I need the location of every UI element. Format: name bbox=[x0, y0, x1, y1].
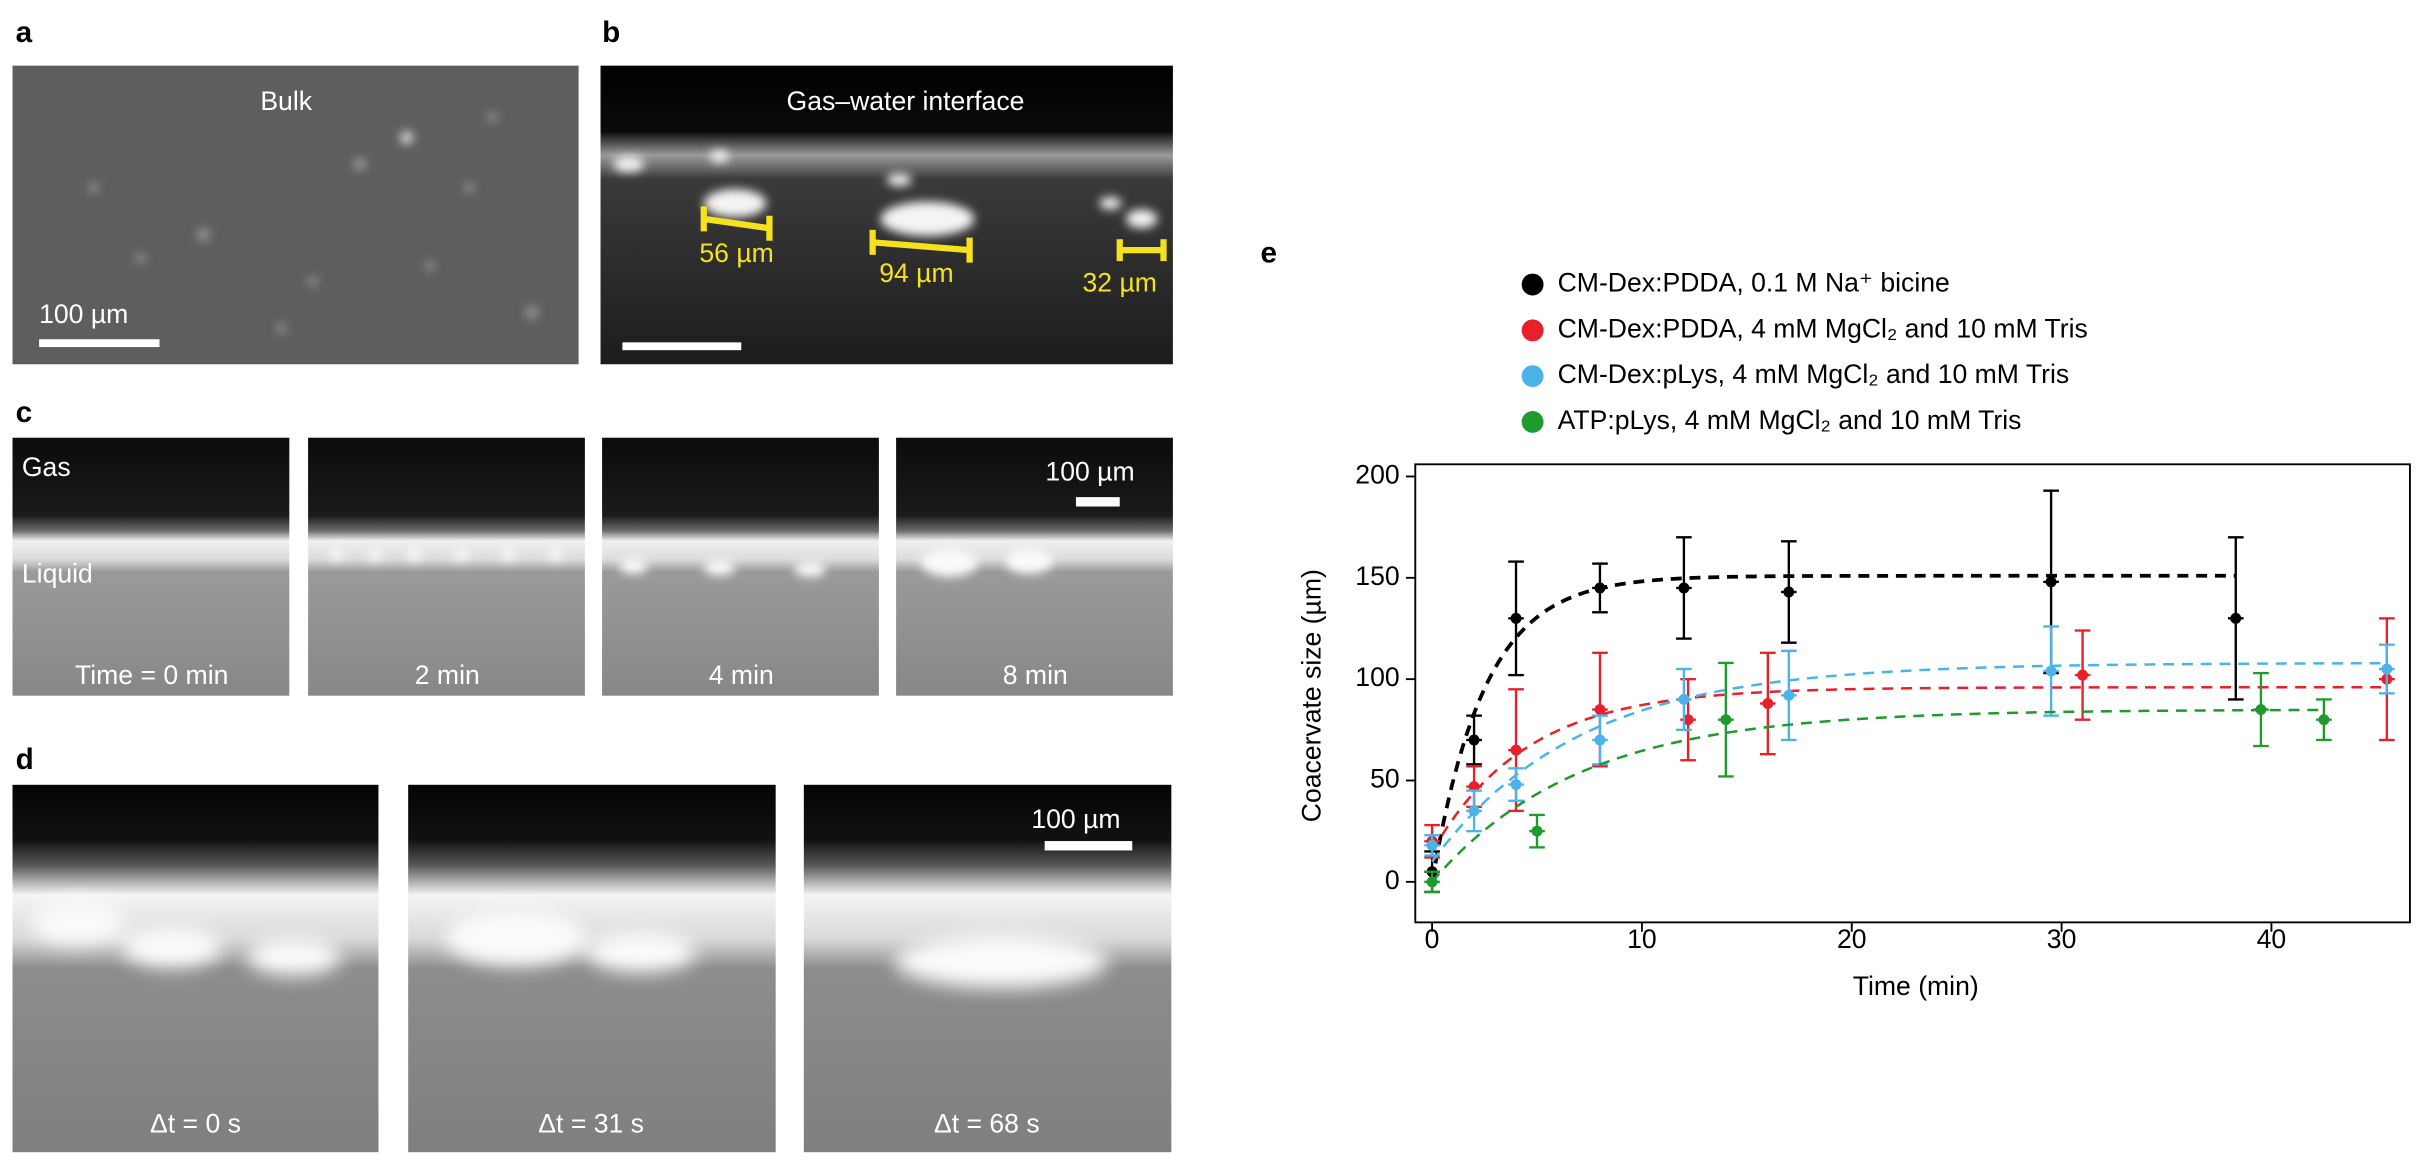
fit-curve bbox=[1431, 661, 2387, 863]
data-point bbox=[1594, 704, 1606, 716]
panel-title: Gas–water interface bbox=[787, 86, 1025, 116]
data-point bbox=[1783, 689, 1795, 701]
data-point bbox=[1762, 698, 1774, 709]
data-point bbox=[1426, 876, 1438, 888]
x-tick-label: 20 bbox=[1837, 924, 1867, 954]
scale-label: 100 µm bbox=[39, 299, 128, 329]
legend-marker bbox=[1521, 273, 1544, 296]
time-label: Δt = 68 s bbox=[934, 1109, 1040, 1139]
particles bbox=[89, 112, 538, 333]
fit-curve bbox=[1430, 573, 2236, 883]
data-point bbox=[1510, 612, 1522, 624]
legend-marker bbox=[1521, 411, 1544, 433]
scale-label: 100 µm bbox=[1045, 457, 1134, 487]
x-tick-label: 10 bbox=[1627, 924, 1657, 954]
scale-label: 100 µm bbox=[1031, 804, 1120, 834]
data-point bbox=[1426, 839, 1438, 851]
data-point bbox=[1594, 582, 1606, 594]
fit-curve bbox=[1431, 708, 2324, 883]
panel-letter: b bbox=[602, 16, 620, 49]
data-point bbox=[1531, 825, 1543, 837]
data-point bbox=[1682, 714, 1694, 726]
data-point bbox=[1468, 805, 1480, 817]
data-point bbox=[1678, 693, 1690, 705]
panel-letter: c bbox=[16, 396, 33, 429]
data-point bbox=[2230, 612, 2242, 624]
size-label: 94 µm bbox=[879, 258, 953, 288]
data-point bbox=[2077, 669, 2089, 681]
panel-letter: e bbox=[1260, 237, 1277, 270]
time-label: 4 min bbox=[709, 660, 774, 690]
scale-bar bbox=[622, 342, 742, 351]
y-tick-label: 100 bbox=[1355, 662, 1399, 692]
data-point bbox=[2318, 714, 2330, 726]
phase-label: Gas bbox=[22, 452, 71, 482]
data-point bbox=[2255, 704, 2267, 716]
y-tick-label: 0 bbox=[1385, 865, 1400, 895]
droplets bbox=[31, 900, 1108, 989]
panel-letter: a bbox=[16, 16, 33, 49]
scale-bar bbox=[39, 339, 160, 348]
legend-label: CM-Dex:PDDA, 4 mM MgCl₂ and 10 mM Tris bbox=[1558, 313, 2088, 343]
legend-label: CM-Dex:pLys, 4 mM MgCl₂ and 10 mM Tris bbox=[1558, 359, 2070, 389]
data-point bbox=[1594, 734, 1606, 746]
time-label: Δt = 31 s bbox=[538, 1109, 644, 1139]
y-tick-label: 200 bbox=[1355, 459, 1399, 489]
panel-title: Bulk bbox=[260, 86, 312, 116]
data-point bbox=[1720, 714, 1732, 726]
x-tick-label: 0 bbox=[1425, 924, 1440, 954]
scale-bar bbox=[1044, 841, 1133, 851]
time-label: Δt = 0 s bbox=[150, 1109, 241, 1139]
droplets bbox=[329, 547, 1053, 577]
legend-label: CM-Dex:PDDA, 0.1 M Na⁺ bicine bbox=[1558, 268, 1950, 298]
data-point bbox=[1510, 744, 1522, 756]
micrograph bbox=[12, 65, 579, 365]
x-axis-title: Time (min) bbox=[1853, 971, 1979, 1001]
time-label: 8 min bbox=[1003, 660, 1068, 690]
time-label: Time = 0 min bbox=[75, 660, 228, 690]
fit-curve bbox=[1431, 686, 2387, 853]
data-point bbox=[2381, 663, 2393, 675]
size-label: 56 µm bbox=[699, 238, 773, 268]
plot-frame bbox=[1414, 463, 2411, 924]
legend-marker bbox=[1521, 319, 1544, 342]
data-point bbox=[1783, 586, 1795, 598]
data-point bbox=[2045, 576, 2057, 588]
y-tick-label: 50 bbox=[1370, 764, 1400, 794]
size-bars bbox=[700, 206, 1167, 263]
scale-bar bbox=[1075, 497, 1120, 507]
x-tick-label: 30 bbox=[2047, 924, 2077, 954]
panel-letter: d bbox=[16, 743, 34, 776]
data-point bbox=[1468, 734, 1480, 746]
x-tick-label: 40 bbox=[2257, 924, 2287, 954]
y-axis-title: Coacervate size (µm) bbox=[1297, 569, 1327, 822]
data-point bbox=[2045, 665, 2057, 677]
time-label: 2 min bbox=[415, 660, 480, 690]
y-tick-label: 150 bbox=[1355, 561, 1399, 591]
micrograph-row bbox=[12, 784, 1172, 1153]
data-point bbox=[1678, 582, 1690, 594]
data-point bbox=[1468, 781, 1480, 793]
size-label: 32 µm bbox=[1083, 268, 1157, 298]
legend-marker bbox=[1521, 365, 1544, 388]
micrograph-row bbox=[12, 437, 1173, 696]
droplets bbox=[613, 150, 1158, 237]
legend-label: ATP:pLys, 4 mM MgCl₂ and 10 mM Tris bbox=[1558, 405, 2022, 435]
data-point bbox=[1510, 779, 1522, 791]
phase-label: Liquid bbox=[22, 558, 93, 588]
